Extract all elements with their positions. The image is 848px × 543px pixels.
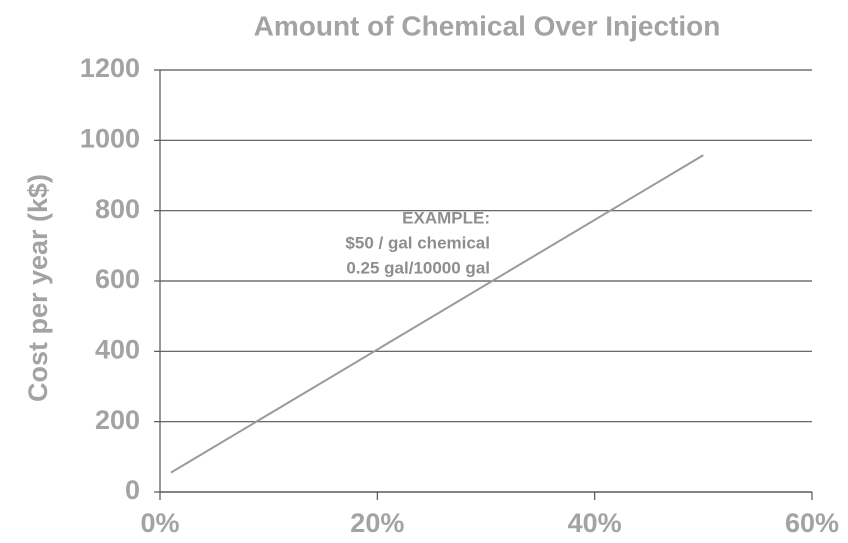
y-tick-label: 600 (95, 264, 140, 294)
annotation: 0.25 gal/10000 gal (346, 258, 490, 277)
y-tick-label: 800 (95, 194, 140, 224)
y-tick-label: 400 (95, 334, 140, 364)
annotation: $50 / gal chemical (345, 233, 490, 252)
y-tick-label: 1000 (80, 123, 140, 153)
y-axis-label: Cost per year (k$) (23, 174, 53, 402)
y-tick-label: 200 (95, 405, 140, 435)
x-tick-label: 40% (568, 508, 622, 538)
y-tick-label: 1200 (80, 53, 140, 83)
line (170, 154, 704, 474)
x-tick-label: 0% (140, 508, 179, 538)
y-tick-label: 0 (125, 475, 140, 505)
annotation: EXAMPLE: (402, 208, 490, 227)
x-tick-label: 60% (785, 508, 839, 538)
chart-title: Amount of Chemical Over Injection (254, 10, 721, 41)
x-tick-label: 20% (350, 508, 404, 538)
